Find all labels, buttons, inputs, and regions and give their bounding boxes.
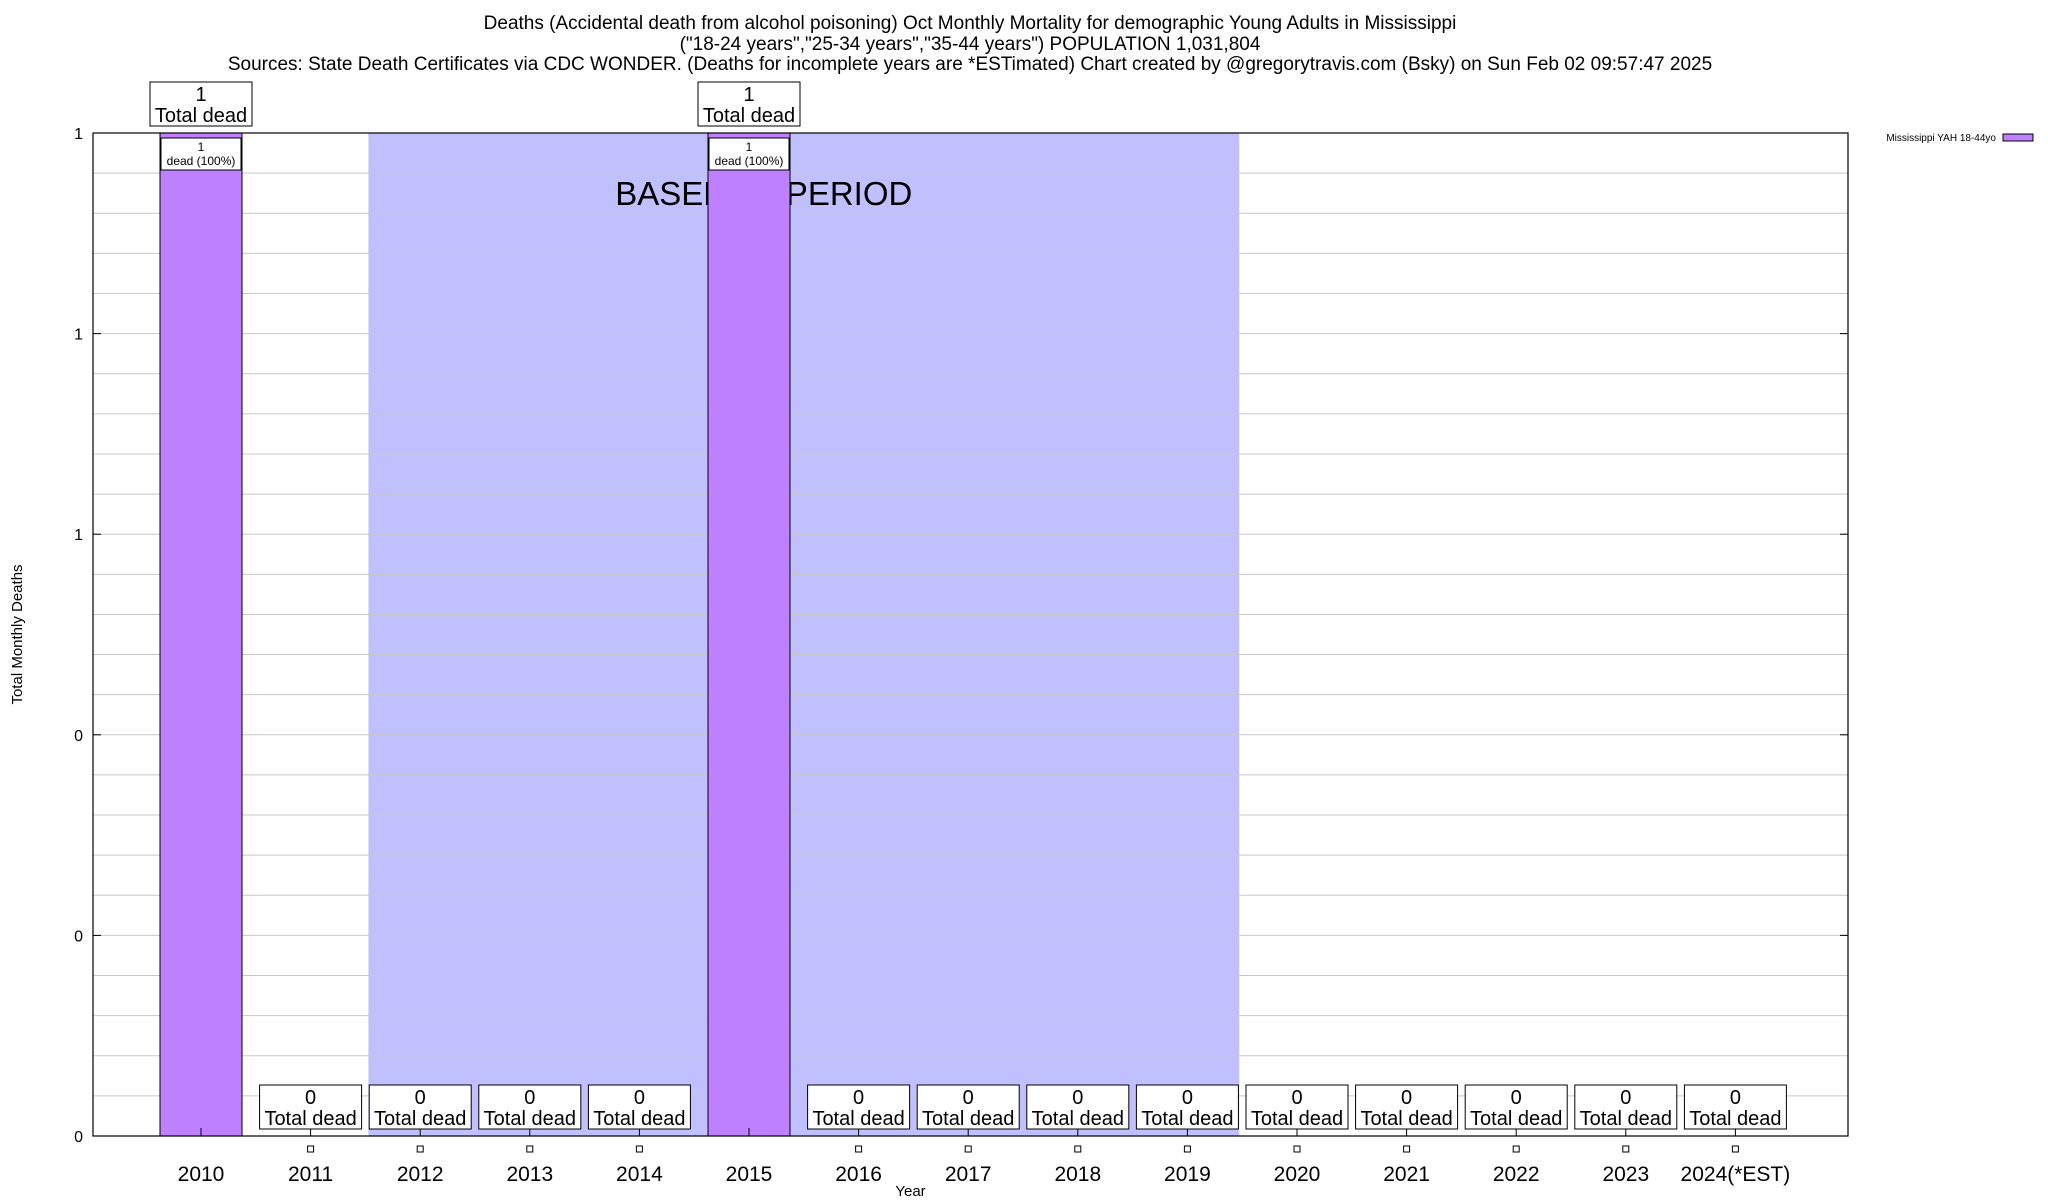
zero-marker bbox=[1293, 1145, 1301, 1153]
y-tick-label: 1 bbox=[74, 527, 83, 544]
total-label-text: Total dead bbox=[484, 1108, 576, 1130]
total-label-value: 0 bbox=[1401, 1087, 1412, 1109]
x-tick-label: 2023 bbox=[1602, 1163, 1649, 1186]
y-tick-label: 0 bbox=[74, 728, 83, 745]
total-label-value: 1 bbox=[195, 84, 206, 106]
inner-label-box bbox=[160, 137, 242, 171]
x-tick-label: 2017 bbox=[945, 1163, 992, 1186]
total-label-text: Total dead bbox=[1580, 1108, 1672, 1130]
total-label-box bbox=[1026, 1084, 1130, 1130]
x-tick-label: 2015 bbox=[726, 1163, 773, 1186]
total-label-box bbox=[368, 1084, 472, 1130]
zero-marker bbox=[1403, 1145, 1411, 1153]
x-tick-label: 2024(*EST) bbox=[1681, 1163, 1791, 1186]
total-label-text: Total dead bbox=[155, 105, 247, 127]
total-label-box bbox=[1355, 1084, 1459, 1130]
total-label-text: Total dead bbox=[374, 1108, 466, 1130]
zero-marker bbox=[1074, 1145, 1082, 1153]
total-label-box bbox=[1245, 1084, 1349, 1130]
inner-label-number: 1 bbox=[746, 140, 753, 154]
chart-subtitle: ("18-24 years","25-34 years","35-44 year… bbox=[679, 34, 1261, 55]
zero-marker bbox=[855, 1145, 863, 1153]
x-tick-label: 2011 bbox=[288, 1163, 333, 1186]
total-label-text: Total dead bbox=[1470, 1108, 1562, 1130]
total-label-text: Total dead bbox=[1251, 1108, 1343, 1130]
y-tick-label: 1 bbox=[74, 327, 83, 344]
y-tick-label: 0 bbox=[74, 1129, 83, 1146]
zero-marker bbox=[307, 1145, 315, 1153]
x-tick-label: 2014 bbox=[616, 1163, 663, 1186]
x-axis-label: Year bbox=[895, 1183, 925, 1200]
total-label-box bbox=[807, 1084, 911, 1130]
baseline-period-band bbox=[368, 133, 1240, 1136]
zero-marker bbox=[416, 1145, 424, 1153]
inner-label-number: 1 bbox=[198, 140, 205, 154]
x-tick-label: 2018 bbox=[1054, 1163, 1101, 1186]
total-label-value: 0 bbox=[1182, 1087, 1193, 1109]
total-label-text: Total dead bbox=[1360, 1108, 1452, 1130]
inner-label-text: dead (100%) bbox=[167, 154, 236, 168]
x-tick-label: 2012 bbox=[397, 1163, 444, 1186]
total-label-box bbox=[259, 1084, 363, 1130]
total-label-text: Total dead bbox=[1689, 1108, 1781, 1130]
x-tick-label: 2019 bbox=[1164, 1163, 1211, 1186]
total-label-text: Total dead bbox=[1032, 1108, 1124, 1130]
total-label-value: 0 bbox=[1730, 1087, 1741, 1109]
bar-2010 bbox=[159, 132, 243, 1137]
total-label-box bbox=[1683, 1084, 1787, 1130]
x-tick-label: 2013 bbox=[506, 1163, 553, 1186]
zero-marker bbox=[526, 1145, 534, 1153]
total-label-value: 0 bbox=[415, 1087, 426, 1109]
inner-label-text: dead (100%) bbox=[715, 154, 784, 168]
total-label-box bbox=[916, 1084, 1020, 1130]
total-label-value: 0 bbox=[524, 1087, 535, 1109]
total-label-box bbox=[1135, 1084, 1239, 1130]
total-label-text: Total dead bbox=[812, 1108, 904, 1130]
total-label-value: 1 bbox=[743, 84, 754, 106]
x-tick-label: 2010 bbox=[178, 1163, 225, 1186]
total-label-value: 0 bbox=[305, 1087, 316, 1109]
y-tick-label: 0 bbox=[74, 928, 83, 945]
total-label-text: Total dead bbox=[703, 105, 795, 127]
total-label-value: 0 bbox=[1072, 1087, 1083, 1109]
total-label-box bbox=[478, 1084, 582, 1130]
plot-frame bbox=[92, 132, 1849, 1137]
chart-source-line: Sources: State Death Certificates via CD… bbox=[227, 54, 1713, 75]
chart-title: Deaths (Accidental death from alcohol po… bbox=[483, 13, 1457, 34]
x-tick-label: 2016 bbox=[835, 1163, 882, 1186]
total-label-value: 0 bbox=[853, 1087, 864, 1109]
total-label-text: Total dead bbox=[593, 1108, 685, 1130]
total-label-value: 0 bbox=[634, 1087, 645, 1109]
total-label-value: 0 bbox=[1511, 1087, 1522, 1109]
total-label-box bbox=[1574, 1084, 1678, 1130]
total-label-box bbox=[697, 81, 801, 127]
total-label-text: Total dead bbox=[1141, 1108, 1233, 1130]
total-label-value: 0 bbox=[963, 1087, 974, 1109]
zero-marker bbox=[1622, 1145, 1630, 1153]
total-label-box bbox=[1464, 1084, 1568, 1130]
legend-label: Mississippi YAH 18-44yo bbox=[1886, 133, 1996, 144]
y-axis-label: Total Monthly Deaths bbox=[9, 564, 26, 704]
legend-swatch bbox=[2002, 133, 2034, 142]
total-label-value: 0 bbox=[1291, 1087, 1302, 1109]
total-label-text: Total dead bbox=[922, 1108, 1014, 1130]
zero-marker bbox=[635, 1145, 643, 1153]
zero-marker bbox=[1731, 1145, 1739, 1153]
total-label-box bbox=[587, 1084, 691, 1130]
total-label-value: 0 bbox=[1620, 1087, 1631, 1109]
zero-marker bbox=[964, 1145, 972, 1153]
total-label-box bbox=[149, 81, 253, 127]
total-label-text: Total dead bbox=[264, 1108, 356, 1130]
x-tick-label: 2020 bbox=[1274, 1163, 1321, 1186]
zero-marker bbox=[1512, 1145, 1520, 1153]
x-tick-label: 2021 bbox=[1383, 1163, 1430, 1186]
x-tick-label: 2022 bbox=[1493, 1163, 1540, 1186]
zero-marker bbox=[1183, 1145, 1191, 1153]
bar-2015 bbox=[707, 132, 791, 1137]
y-tick-label: 1 bbox=[74, 126, 83, 143]
inner-label-box bbox=[708, 137, 790, 171]
